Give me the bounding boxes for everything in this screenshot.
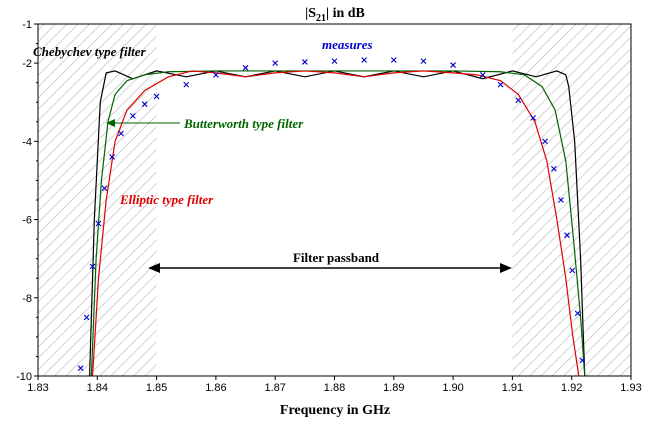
y-tick-label: -8 — [22, 293, 32, 305]
passband-arrow-left — [148, 263, 160, 273]
measure-point — [83, 314, 90, 321]
measure-point — [331, 58, 338, 65]
measure-point — [213, 71, 219, 78]
chart-title-main: |S — [305, 6, 316, 21]
butterworth-arrow-head — [106, 119, 115, 127]
measure-point — [272, 60, 279, 67]
butterworth-label: Butterworth type filter — [183, 116, 304, 131]
measure-point — [242, 64, 249, 71]
measure-point — [569, 267, 576, 274]
elliptic-label: Elliptic type filter — [119, 192, 214, 207]
measure-point — [558, 197, 564, 203]
x-tick-label: 1.90 — [442, 382, 463, 394]
y-tick-label: -1 — [22, 19, 32, 31]
y-tick-label: -6 — [22, 215, 32, 227]
measure-point — [450, 62, 456, 68]
y-tick-label: -2 — [22, 58, 32, 70]
measure-point — [551, 165, 557, 172]
measure-point — [497, 81, 504, 88]
measure-point — [574, 310, 581, 317]
x-tick-label: 1.91 — [502, 382, 523, 394]
measure-point — [118, 130, 124, 137]
x-tick-label: 1.83 — [27, 382, 48, 394]
passband-label: Filter passband — [293, 250, 380, 265]
series-chebychev-type-filter — [88, 70, 586, 376]
series-measures — [77, 57, 586, 372]
measure-point — [301, 59, 308, 65]
measure-point — [141, 101, 148, 108]
measure-point — [515, 97, 522, 104]
chebychev-label: Chebychev type filter — [33, 44, 147, 59]
measure-point — [77, 365, 84, 372]
measure-point — [129, 113, 136, 119]
measure-point — [479, 71, 486, 78]
measure-point — [542, 138, 548, 145]
x-tick-label: 1.93 — [620, 382, 641, 394]
measure-point — [183, 81, 190, 88]
measure-point — [101, 185, 108, 192]
shaded-region-1 — [512, 24, 631, 376]
measure-point — [420, 58, 427, 65]
y-tick-label: -10 — [16, 371, 32, 383]
chart-title-sub: 21 — [316, 13, 326, 24]
x-tick-label: 1.85 — [146, 382, 167, 394]
series-layer — [77, 57, 586, 376]
measure-point — [153, 93, 160, 100]
measure-point — [564, 232, 570, 239]
series-butterworth-type-filter — [90, 70, 586, 376]
measure-point — [530, 114, 537, 121]
series-elliptic-type-filter — [91, 70, 580, 376]
measure-point — [361, 57, 368, 63]
axis-ticks: 1.83 1.84 1.85 1.86 1.87 1.88 1.89 1.90 1.91 1.92… — [16, 19, 642, 394]
x-tick-label: 1.84 — [87, 382, 108, 394]
x-tick-label: 1.92 — [561, 382, 582, 394]
y-tick-label: -4 — [22, 136, 32, 148]
measures-label: measures — [322, 37, 373, 52]
chart-title-rest: | in dB — [326, 6, 365, 21]
passband-arrow-right — [500, 263, 512, 273]
measure-point — [390, 57, 397, 63]
shaded-region-0 — [38, 24, 157, 376]
measure-point — [89, 263, 96, 270]
measure-point — [109, 154, 116, 160]
measure-point — [579, 357, 586, 364]
x-tick-label: 1.89 — [383, 382, 404, 394]
shaded-regions — [38, 24, 631, 376]
measure-point — [95, 220, 102, 227]
x-tick-label: 1.87 — [264, 382, 285, 394]
x-tick-label: 1.86 — [205, 382, 226, 394]
x-tick-label: 1.88 — [324, 382, 345, 394]
x-axis-label: Frequency in GHz — [280, 403, 390, 418]
chart-title: |S21| in dB — [305, 6, 365, 24]
